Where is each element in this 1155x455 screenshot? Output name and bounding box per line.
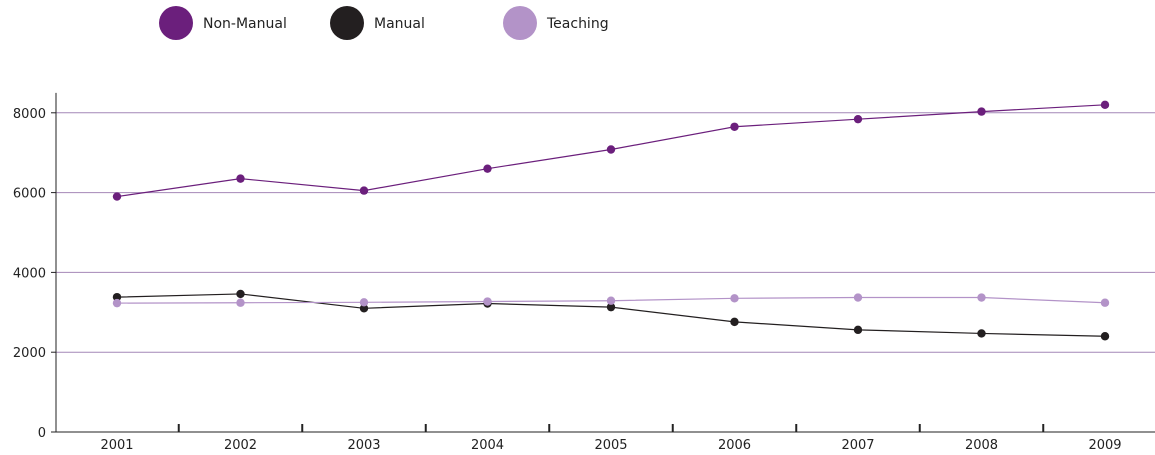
point-2-2003: [359, 298, 369, 307]
x-tick-label-2001: 2001: [100, 438, 133, 453]
point-2-2007: [853, 293, 863, 302]
point-1-2009: [1100, 332, 1110, 341]
point-2-2002: [236, 298, 245, 307]
legend-swatch-0: [159, 6, 193, 40]
x-tick-label-2008: 2008: [965, 438, 998, 453]
x-tick-label-2002: 2002: [224, 438, 257, 453]
legend: Non-Manual Manual Teaching: [159, 6, 609, 40]
legend-label-1: Manual: [374, 16, 425, 32]
point-2-2008: [977, 293, 986, 302]
x-tick-label-2004: 2004: [471, 438, 504, 453]
legend-swatch-2: [503, 6, 537, 40]
point-1-2007: [853, 325, 863, 335]
point-0-2003: [359, 186, 369, 195]
x-tick-label-2007: 2007: [841, 438, 874, 453]
point-0-2006: [730, 122, 739, 131]
point-0-2009: [1100, 100, 1110, 110]
point-0-2007: [853, 114, 863, 124]
legend-label-2: Teaching: [546, 16, 609, 32]
point-2-2001: [112, 298, 122, 308]
point-2-2009: [1100, 298, 1110, 307]
point-0-2004: [483, 164, 492, 173]
x-tick-label-2003: 2003: [347, 438, 380, 453]
point-1-2002: [236, 289, 245, 299]
y-tick-label-1: 2000: [13, 346, 46, 361]
point-1-2006: [730, 317, 739, 327]
point-1-2005: [606, 302, 616, 312]
point-2-2004: [483, 297, 492, 306]
point-1-2008: [977, 329, 986, 338]
axes: 0 2000 4000 6000 8000 2001 2002 2003 2004 2005 200…: [13, 92, 1155, 453]
x-tick-label-2006: 2006: [718, 438, 751, 453]
y-tick-label-2: 4000: [13, 266, 46, 281]
gridlines: [56, 112, 1155, 353]
point-0-2001: [112, 192, 122, 201]
series-layer: [112, 100, 1110, 341]
legend-label-0: Non-Manual: [203, 16, 287, 32]
x-tick-label-2009: 2009: [1088, 438, 1121, 453]
y-tick-label-4: 8000: [13, 107, 46, 122]
y-tick-label-0: 0: [38, 426, 46, 441]
legend-swatch-1: [330, 6, 364, 40]
y-tick-label-3: 6000: [13, 187, 46, 202]
point-1-2001: [112, 292, 122, 302]
x-tick-label-2005: 2005: [594, 438, 627, 453]
point-0-2002: [236, 174, 245, 183]
point-2-2006: [730, 294, 739, 303]
point-1-2003: [359, 304, 369, 313]
point-0-2008: [977, 107, 986, 116]
point-0-2005: [606, 145, 616, 154]
point-2-2005: [606, 296, 616, 305]
